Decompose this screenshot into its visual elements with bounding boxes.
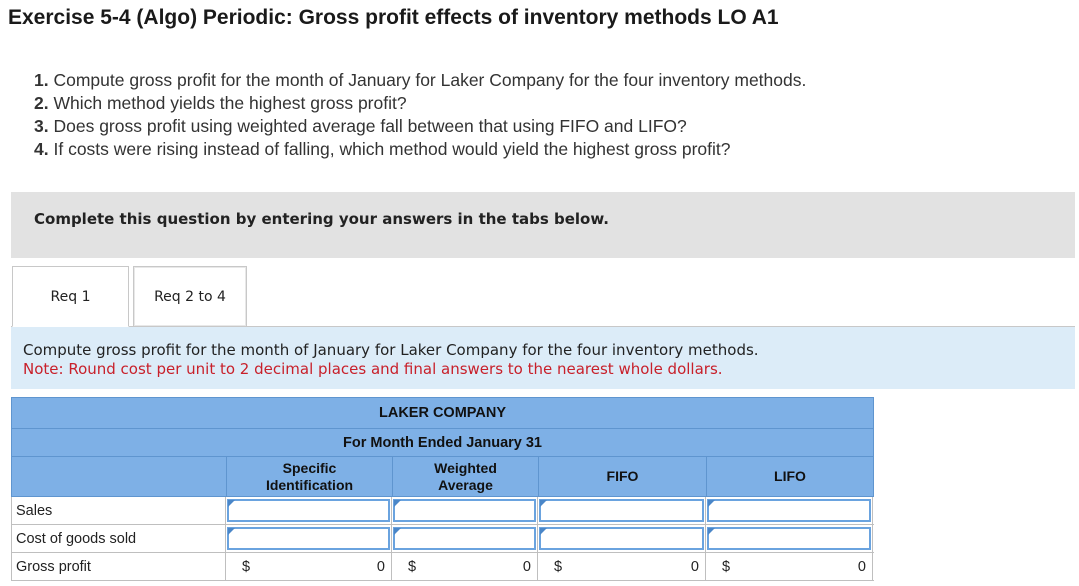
- sales-weighted-average-input[interactable]: [392, 497, 538, 524]
- row-cost-of-goods-sold: Cost of goods sold: [11, 525, 874, 553]
- row-label: Gross profit: [12, 553, 226, 580]
- column-header-blank: [12, 457, 226, 496]
- tab-req-2-to-4[interactable]: Req 2 to 4: [133, 266, 247, 327]
- column-headers: Specific Identification Weighted Average F…: [12, 456, 873, 496]
- currency-symbol: $: [722, 558, 731, 575]
- question-text: Compute gross profit for the month of Ja…: [53, 70, 807, 90]
- instruction-text: Compute gross profit for the month of Ja…: [23, 341, 759, 359]
- question-number: 1.: [34, 70, 49, 90]
- question-text: Which method yields the highest gross pr…: [53, 93, 407, 113]
- computed-value: 0: [690, 558, 699, 575]
- worksheet-header: LAKER COMPANY For Month Ended January 31…: [11, 397, 874, 497]
- question-item: 4. If costs were rising instead of falli…: [34, 138, 806, 161]
- question-number: 4.: [34, 139, 49, 159]
- question-item: 2. Which method yields the highest gross…: [34, 92, 806, 115]
- tab-label: Req 1: [50, 288, 91, 305]
- sales-fifo-input[interactable]: [538, 497, 706, 524]
- tab-divider: [11, 326, 1075, 327]
- gross-profit-specific-identification-value: $0: [226, 553, 392, 580]
- cogs-lifo-input[interactable]: [706, 525, 873, 552]
- cogs-fifo-input[interactable]: [538, 525, 706, 552]
- row-label: Sales: [12, 497, 226, 524]
- question-text: If costs were rising instead of falling,…: [53, 139, 731, 159]
- question-list: 1. Compute gross profit for the month of…: [34, 69, 806, 161]
- row-label: Cost of goods sold: [12, 525, 226, 552]
- currency-symbol: $: [408, 558, 417, 575]
- sales-lifo-input[interactable]: [706, 497, 873, 524]
- gross-profit-weighted-average-value: $0: [392, 553, 538, 580]
- instruction-panel: Compute gross profit for the month of Ja…: [11, 327, 1075, 389]
- column-header-lifo: LIFO: [706, 457, 873, 496]
- question-number: 3.: [34, 116, 49, 136]
- row-gross-profit: Gross profit $0 $0 $0 $0: [11, 553, 874, 581]
- column-header-specific-identification: Specific Identification: [226, 457, 392, 496]
- period-label: For Month Ended January 31: [12, 428, 873, 456]
- banner-text: Complete this question by entering your …: [34, 210, 609, 228]
- currency-symbol: $: [554, 558, 563, 575]
- gross-profit-lifo-value: $0: [706, 553, 873, 580]
- instructions-banner: Complete this question by entering your …: [11, 192, 1075, 258]
- page-title: Exercise 5-4 (Algo) Periodic: Gross prof…: [8, 6, 779, 29]
- computed-value: 0: [857, 558, 866, 575]
- currency-symbol: $: [242, 558, 251, 575]
- question-item: 1. Compute gross profit for the month of…: [34, 69, 806, 92]
- tab-req-1[interactable]: Req 1: [12, 266, 129, 327]
- cogs-specific-identification-input[interactable]: [226, 525, 392, 552]
- cogs-weighted-average-input[interactable]: [392, 525, 538, 552]
- column-header-weighted-average: Weighted Average: [392, 457, 538, 496]
- gross-profit-worksheet: LAKER COMPANY For Month Ended January 31…: [11, 397, 874, 581]
- gross-profit-fifo-value: $0: [538, 553, 706, 580]
- rounding-note: Note: Round cost per unit to 2 decimal p…: [23, 360, 723, 378]
- question-number: 2.: [34, 93, 49, 113]
- column-header-fifo: FIFO: [538, 457, 706, 496]
- tab-label: Req 2 to 4: [154, 288, 226, 305]
- company-name: LAKER COMPANY: [378, 405, 506, 421]
- computed-value: 0: [522, 558, 531, 575]
- question-item: 3. Does gross profit using weighted aver…: [34, 115, 806, 138]
- row-sales: Sales: [11, 497, 874, 525]
- computed-value: 0: [376, 558, 385, 575]
- sales-specific-identification-input[interactable]: [226, 497, 392, 524]
- question-text: Does gross profit using weighted average…: [53, 116, 687, 136]
